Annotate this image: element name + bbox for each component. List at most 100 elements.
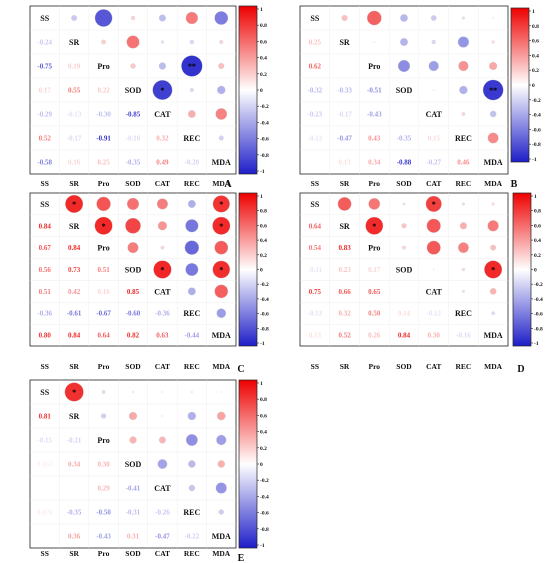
diagonal-label: CAT [426, 287, 443, 296]
correlation-circle [492, 17, 494, 19]
coefficient-label: -0.29 [37, 111, 52, 119]
correlation-circle [161, 391, 164, 393]
coefficient-label: 0.73 [68, 266, 81, 274]
x-axis-label: SOD [125, 549, 141, 558]
diagonal-label: SOD [125, 266, 142, 275]
diagonal-label: SOD [125, 460, 142, 469]
colorbar-tick-label: 0.6 [534, 223, 541, 229]
coefficient-label: -0.35 [67, 509, 82, 517]
colorbar [510, 7, 530, 163]
significance-star: * [432, 200, 436, 209]
colorbar-tick-label: -1 [532, 157, 537, 163]
coefficient-label: -0.17 [67, 135, 82, 143]
coefficient-label: -0.75 [37, 63, 52, 71]
coefficient-label: -0.50 [96, 509, 111, 517]
coefficient-label: 0.84 [68, 332, 81, 340]
coefficient-label: 0.52 [338, 332, 351, 340]
x-axis-label: REC [184, 362, 200, 371]
coefficient-label: -0.21 [67, 437, 82, 445]
diagonal-label: REC [183, 508, 200, 517]
coefficient-label: 0.43 [368, 135, 381, 143]
significance-star: * [219, 222, 223, 231]
correlation-circle [129, 436, 137, 444]
correlation-circle [218, 135, 224, 141]
correlation-circle [130, 63, 136, 69]
diagonal-label: CAT [426, 110, 443, 119]
coefficient-label: 0.005 [37, 485, 53, 493]
coefficient-label: 0.32 [156, 135, 169, 143]
correlation-circle [158, 62, 167, 70]
coefficient-label: 0.51 [97, 266, 110, 274]
coefficient-label: 0.25 [309, 39, 322, 47]
panel-frame [29, 379, 237, 549]
significance-star: * [372, 222, 376, 231]
diagonal-label: SR [69, 222, 79, 231]
coefficient-label: -0.17 [337, 111, 352, 119]
x-axis-label: Pro [98, 362, 110, 371]
coefficient-label: -0.41 [126, 485, 141, 493]
coefficient-label: 0.65 [368, 288, 381, 296]
coefficient-label: 0.51 [39, 288, 52, 296]
correlation-circle [219, 40, 224, 44]
x-axis-label: CAT [426, 362, 441, 371]
correlation-panel-a: SS -0.24 SR -0.75 0.19 Pro ** 0.17 0.55 0.22 SOD * -… [29, 5, 269, 190]
correlation-circle [130, 15, 136, 21]
panel-letter: A [224, 179, 232, 190]
correlation-circle [157, 221, 167, 231]
x-axis-label: SOD [125, 362, 141, 371]
colorbar-tick-label: -0.4 [532, 113, 541, 119]
correlation-circle [214, 284, 229, 299]
x-axis-label: MDA [212, 179, 230, 188]
correlation-circle [220, 391, 223, 393]
coefficient-label: 0.30 [428, 332, 441, 340]
significance-star: * [491, 266, 495, 275]
coefficient-label: -0.23 [308, 111, 323, 119]
coefficient-label: 0.67 [39, 244, 52, 252]
correlation-circle [428, 60, 439, 72]
x-axis-label: SOD [396, 179, 412, 188]
correlation-circle [461, 202, 465, 206]
colorbar-tick-label: 0.4 [260, 238, 267, 244]
correlation-circle [218, 509, 224, 515]
coefficient-label: -0.31 [126, 509, 141, 517]
correlation-circle [187, 411, 197, 421]
colorbar-tick-label: 0.2 [260, 72, 267, 78]
coefficient-label: -0.33 [337, 87, 352, 95]
coefficient-label: 0.84 [68, 244, 81, 252]
coefficient-label: -0.16 [126, 135, 141, 143]
coefficient-label: 0.17 [39, 87, 52, 95]
coefficient-label: 0.52 [39, 135, 52, 143]
coefficient-label: 0.000 [307, 159, 323, 167]
correlation-circle [459, 222, 467, 230]
coefficient-label: -0.36 [37, 310, 52, 318]
coefficient-label: -0.13 [308, 310, 323, 318]
diagonal-label: SS [40, 200, 49, 209]
colorbar-tick-label: 0.6 [260, 413, 267, 419]
diagonal-label: REC [183, 134, 200, 143]
diagonal-label: SS [40, 14, 49, 23]
coefficient-label: -0.26 [155, 509, 170, 517]
x-axis-label: REC [184, 179, 200, 188]
x-axis-label: SS [41, 362, 49, 371]
correlation-circle [459, 85, 468, 95]
correlation-circle [158, 14, 166, 22]
correlation-circle [337, 197, 352, 211]
coefficient-label: 0.85 [127, 288, 140, 296]
coefficient-label: -0.61 [67, 310, 82, 318]
diagonal-label: SS [310, 200, 319, 209]
correlation-circle [461, 112, 466, 116]
correlation-circle [462, 289, 465, 293]
coefficient-label: 0.42 [68, 288, 81, 296]
coefficient-label: 0.64 [309, 222, 322, 230]
coefficient-label: -0.91 [96, 135, 111, 143]
colorbar [512, 192, 532, 347]
coefficient-label: -0.36 [155, 310, 170, 318]
colorbar-tick-label: 0.6 [260, 39, 267, 45]
correlation-circle [491, 311, 495, 316]
correlation-circle [132, 391, 134, 393]
correlation-circle [489, 61, 498, 71]
correlation-circle [152, 80, 173, 100]
coefficient-label: -0.58 [37, 159, 52, 167]
correlation-circle [461, 16, 465, 20]
correlation-circle [181, 55, 203, 77]
